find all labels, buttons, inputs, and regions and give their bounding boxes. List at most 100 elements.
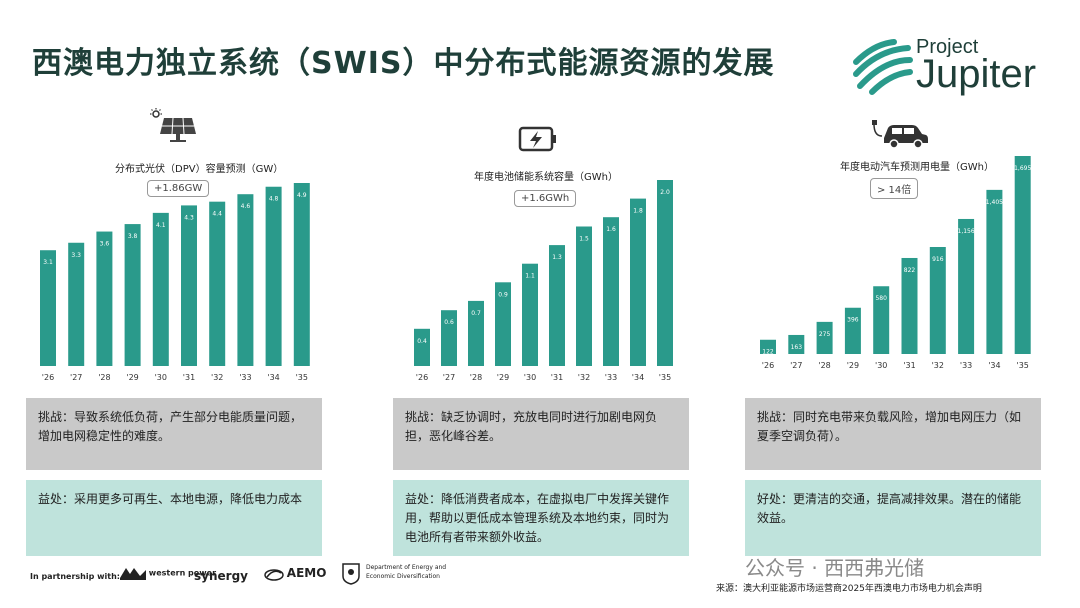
bar-33: [237, 194, 254, 366]
project-jupiter-logo: Project Jupiter: [850, 36, 1060, 106]
x-tick-label: '31: [183, 373, 195, 382]
badge-battery: +1.6GWh: [514, 190, 577, 207]
value-label: 916: [932, 256, 944, 263]
bar-27: [441, 310, 457, 366]
bar-26: [760, 339, 776, 354]
x-tick-label: '27: [790, 361, 802, 370]
x-tick-label: '32: [578, 373, 590, 382]
bar-32: [929, 246, 946, 354]
value-label: 275: [819, 331, 831, 338]
chart-title-ev: 年度电动汽车预测用电量（GWh）: [840, 162, 994, 173]
x-tick-label: '26: [762, 361, 774, 370]
bar-chart-ev: 122 '26 163 '27 275 '28 396 '29 580 '30 822 '31 916 '…: [760, 156, 1031, 370]
chart-title-dpv: 分布式光伏（DPV）容量预测（GW）: [115, 164, 284, 175]
value-label: 1,156: [958, 228, 975, 235]
value-label: 1.3: [552, 254, 562, 261]
value-label: 1.8: [633, 208, 643, 215]
bar-27: [788, 334, 805, 354]
value-label: 1.1: [525, 273, 535, 280]
jupiter-stripes-icon: [853, 39, 913, 95]
aemo-icon: [264, 568, 284, 581]
bar-29: [844, 307, 861, 354]
value-label: 0.4: [417, 338, 427, 345]
x-tick-label: '31: [903, 361, 915, 370]
value-label: 3.6: [100, 241, 110, 248]
x-tick-label: '33: [960, 361, 972, 370]
value-label: 396: [847, 317, 859, 324]
bar-28: [468, 300, 484, 366]
bar-35: [1014, 156, 1031, 354]
x-tick-label: '26: [416, 373, 428, 382]
x-tick-label: '33: [605, 373, 617, 382]
x-tick-label: '32: [211, 373, 223, 382]
challenge-box-battery: 挑战：缺乏协调时，充放电同时进行加剧电网负担，恶化峰谷差。: [393, 398, 689, 470]
x-tick-label: '34: [632, 373, 644, 382]
x-tick-label: '28: [470, 373, 482, 382]
chart-panel-battery: 年度电池储能系统容量（GWh） +1.6GWh 0.4 '26 0.6 '27 0.7 '…: [402, 108, 702, 398]
x-tick-label: '30: [875, 361, 887, 370]
logo-project-text: Project: [916, 36, 979, 58]
x-tick-label: '33: [239, 373, 251, 382]
partners-strip: In partnership with: western power syner…: [30, 562, 450, 592]
bar-31: [901, 257, 918, 354]
x-tick-label: '31: [551, 373, 563, 382]
value-label: 580: [875, 295, 887, 302]
bar-34: [986, 189, 1003, 354]
value-label: 1,405: [986, 199, 1003, 206]
value-label: 3.3: [71, 252, 81, 259]
bar-30: [522, 263, 538, 366]
value-label: 3.8: [128, 233, 138, 240]
western-power-logo: western power: [120, 566, 216, 580]
chart-panel-dpv: 分布式光伏（DPV）容量预测（GW） +1.86GW 3.1'26 3.3'27 3…: [30, 108, 330, 398]
challenge-box-ev: 挑战：同时充电带来负载风险，增加电网压力（如夏季空调负荷）。: [745, 398, 1041, 470]
value-label: 1.5: [579, 236, 589, 243]
value-label: 0.7: [471, 310, 481, 317]
x-tick-label: '32: [932, 361, 944, 370]
page-title: 西澳电力独立系统（SWIS）中分布式能源资源的发展: [32, 46, 775, 81]
wa-crest-icon: [342, 563, 360, 585]
solar-panel-icon: [150, 108, 196, 142]
chart-panel-ev: 年度电动汽车预测用电量（GWh） > 14倍 122 '26 163 '27 275 '2…: [752, 108, 1052, 398]
bar-29: [124, 224, 141, 366]
bar-32: [209, 201, 226, 366]
x-tick-label: '34: [988, 361, 1000, 370]
source-note: 来源：澳大利亚能源市场运营商2025年西澳电力市场电力机会声明: [716, 584, 982, 594]
value-label: 122: [762, 349, 774, 356]
x-tick-label: '28: [98, 373, 110, 382]
logo-jupiter-text: Jupiter: [916, 52, 1037, 96]
bar-29: [495, 282, 511, 366]
badge-dpv: +1.86GW: [147, 180, 210, 197]
x-tick-label: '27: [70, 373, 82, 382]
aemo-logo: AEMO: [264, 566, 326, 582]
benefit-box-dpv: 益处：采用更多可再生、本地电源，降低电力成本: [26, 480, 322, 556]
x-tick-label: '35: [296, 373, 308, 382]
bar-35: [293, 183, 310, 366]
bar-28: [816, 321, 833, 354]
electric-car-icon: [872, 120, 928, 149]
value-label: 4.8: [269, 196, 279, 203]
value-label: 0.6: [444, 319, 454, 326]
western-power-icon: [120, 568, 146, 580]
bar-35: [657, 180, 673, 366]
synergy-logo: synergy: [194, 569, 248, 583]
bar-30: [152, 212, 169, 366]
value-label: 2.0: [660, 189, 670, 196]
bar-chart-battery: 0.4 '26 0.6 '27 0.7 '28 0.9 '29 1.1 '30 1.3 '31 1.5 '…: [414, 180, 673, 382]
bar-34: [630, 198, 646, 366]
bar-26: [40, 250, 56, 366]
value-label: 1,695: [1014, 165, 1031, 172]
x-tick-label: '35: [1017, 361, 1029, 370]
x-tick-label: '30: [524, 373, 536, 382]
dept-logo: Department of Energy and Economic Divers…: [340, 562, 450, 586]
bar-28: [96, 231, 113, 366]
partners-label: In partnership with:: [30, 572, 120, 581]
x-tick-label: '29: [497, 373, 509, 382]
x-tick-label: '34: [267, 373, 279, 382]
bar-30: [873, 286, 890, 354]
benefit-box-battery: 益处：降低消费者成本，在虚拟电厂中发挥关键作用，帮助以更低成本管理系统及本地约束…: [393, 480, 689, 556]
value-label: 4.4: [212, 211, 222, 218]
badge-ev: > 14倍: [870, 178, 919, 199]
value-label: 4.1: [156, 222, 166, 229]
bar-31: [549, 245, 565, 366]
bar-33: [603, 217, 619, 366]
